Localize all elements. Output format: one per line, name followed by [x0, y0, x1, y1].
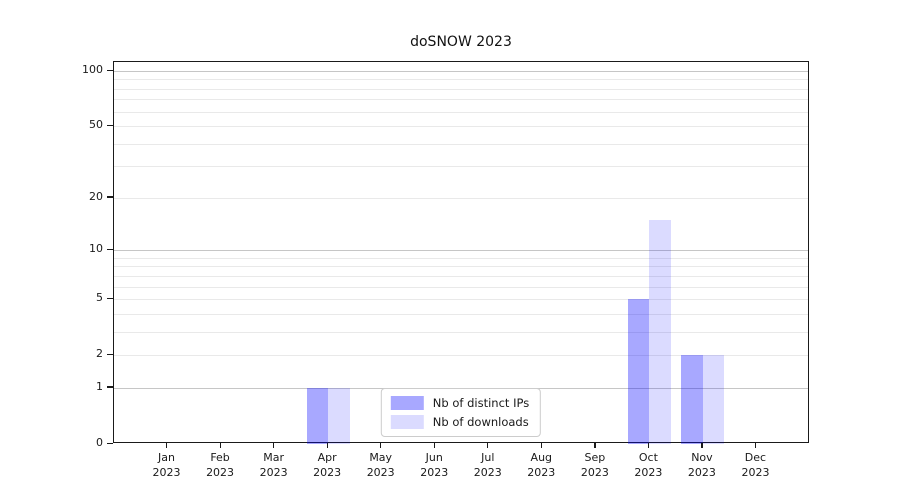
- minor-gridline: [114, 79, 808, 81]
- legend-label-downloads: Nb of downloads: [432, 415, 529, 429]
- y-tick: [107, 124, 113, 126]
- x-tick: [701, 443, 703, 448]
- x-tick: [540, 443, 542, 448]
- bar-nb-of-downloads-nov: [702, 355, 725, 444]
- minor-gridline: [114, 166, 808, 168]
- x-tick: [594, 443, 596, 448]
- y-tick-label: 2: [96, 347, 103, 361]
- legend: Nb of distinct IPs Nb of downloads: [380, 388, 542, 437]
- minor-gridline: [114, 257, 808, 259]
- y-tick: [107, 353, 113, 355]
- major-gridline: [114, 250, 808, 252]
- x-tick-label: Nov 2023: [687, 451, 716, 479]
- x-tick-label: May 2023: [366, 451, 395, 479]
- x-tick: [754, 443, 757, 448]
- y-tick: [107, 386, 113, 388]
- x-tick-label: Apr 2023: [313, 451, 342, 479]
- x-tick-label: Sep 2023: [580, 451, 609, 479]
- x-tick: [647, 443, 650, 448]
- y-tick: [107, 297, 113, 299]
- y-tick-label: 0: [96, 436, 103, 449]
- minor-gridline: [114, 266, 808, 268]
- minor-gridline: [114, 299, 808, 301]
- x-tick: [273, 443, 275, 448]
- minor-gridline: [114, 313, 808, 315]
- minor-gridline: [114, 275, 808, 277]
- minor-gridline: [114, 197, 808, 199]
- legend-item-downloads: Nb of downloads: [390, 415, 529, 429]
- x-tick: [166, 443, 168, 448]
- x-tick-label: Mar 2023: [259, 451, 288, 479]
- y-tick-label: 5: [96, 291, 103, 305]
- y-tick: [107, 442, 113, 444]
- x-tick-label: Jul 2023: [473, 451, 502, 479]
- x-tick-label: Jun 2023: [420, 451, 449, 479]
- y-tick: [107, 69, 113, 71]
- minor-gridline: [114, 355, 808, 357]
- plot-area: Nb of distinct IPs Nb of downloads: [113, 61, 809, 444]
- minor-gridline: [114, 99, 808, 101]
- minor-gridline: [114, 88, 808, 90]
- y-tick-label: 20: [89, 189, 103, 203]
- bar-nb-of-distinct-ips-oct: [627, 299, 650, 444]
- y-tick: [107, 196, 113, 198]
- legend-label-distinct-ips: Nb of distinct IPs: [432, 396, 530, 410]
- legend-swatch-downloads: [390, 415, 424, 429]
- bar-nb-of-downloads-oct: [649, 219, 671, 444]
- y-tick-label: 100: [82, 63, 103, 76]
- x-tick: [326, 443, 328, 448]
- minor-gridline: [114, 126, 808, 128]
- x-tick-label: Aug 2023: [527, 451, 556, 479]
- bar-nb-of-distinct-ips-apr: [306, 387, 329, 444]
- minor-gridline: [114, 111, 808, 113]
- x-tick: [487, 443, 489, 448]
- x-tick-label: Dec 2023: [741, 451, 770, 479]
- legend-item-distinct-ips: Nb of distinct IPs: [390, 396, 530, 410]
- x-tick-label: Jan 2023: [152, 451, 181, 479]
- x-tick: [219, 443, 221, 448]
- y-tick-label: 10: [89, 242, 103, 256]
- x-tick-label: Feb 2023: [206, 451, 235, 479]
- y-tick: [107, 248, 113, 250]
- bar-nb-of-downloads-apr: [328, 387, 350, 444]
- legend-swatch-distinct-ips: [390, 396, 424, 410]
- x-tick-label: Oct 2023: [634, 451, 663, 479]
- minor-gridline: [114, 331, 808, 333]
- minor-gridline: [114, 143, 808, 145]
- chart-title: doSNOW 2023: [410, 34, 512, 50]
- minor-gridline: [114, 286, 808, 288]
- bar-nb-of-distinct-ips-nov: [681, 355, 703, 444]
- y-tick-label: 1: [96, 379, 103, 393]
- x-tick: [380, 443, 382, 448]
- x-tick: [433, 443, 435, 448]
- major-gridline: [114, 71, 808, 72]
- y-tick-label: 50: [89, 118, 103, 132]
